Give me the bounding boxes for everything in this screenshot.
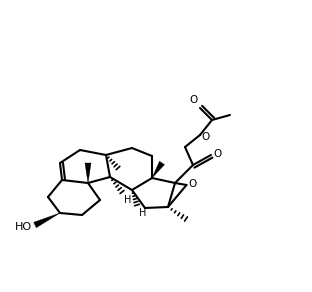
Text: O: O	[190, 95, 198, 105]
Polygon shape	[152, 161, 164, 178]
Text: HO: HO	[15, 222, 32, 232]
Polygon shape	[34, 213, 60, 228]
Text: O: O	[213, 149, 221, 159]
Text: O: O	[188, 179, 197, 189]
Text: O: O	[201, 132, 209, 142]
Text: H: H	[124, 195, 131, 205]
Text: H: H	[139, 208, 146, 218]
Polygon shape	[85, 163, 91, 183]
